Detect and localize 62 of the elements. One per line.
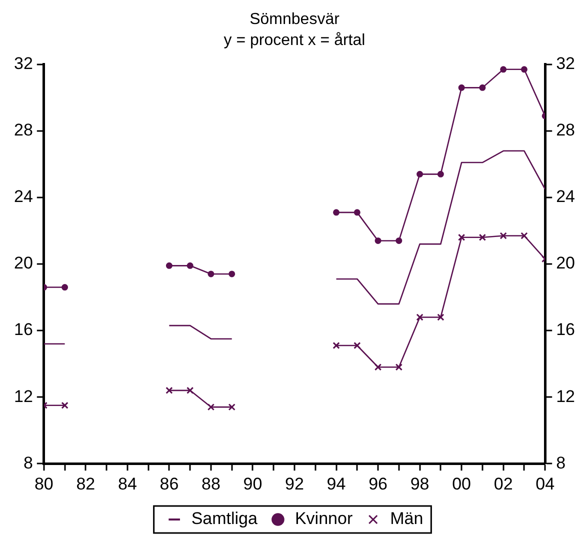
x-tick-label: 86: [160, 474, 179, 494]
point: [478, 234, 486, 241]
legend-label: Samtliga: [191, 509, 258, 528]
point: [228, 403, 236, 411]
x-tick-label: 00: [452, 474, 472, 494]
y-tick-label: 24: [14, 187, 33, 206]
x-tick-label: 82: [76, 474, 96, 494]
y2-tick-label: 16: [556, 320, 576, 340]
point: [354, 209, 360, 216]
y-tick-label: 12: [14, 386, 33, 406]
x-tick-label: 94: [326, 474, 346, 494]
y-tick-label: 32: [14, 54, 33, 74]
x-tick-label: 80: [34, 474, 54, 494]
x-tick-label: 96: [368, 474, 388, 494]
y2-tick-label: 24: [556, 187, 576, 206]
x-tick-label: 88: [202, 474, 220, 494]
point: [61, 402, 68, 409]
point: [186, 262, 194, 269]
legend-label: Män: [390, 509, 424, 528]
point: [208, 270, 214, 278]
point: [395, 364, 402, 371]
y-tick-label: 20: [14, 254, 33, 273]
point: [374, 364, 382, 371]
point: [416, 314, 424, 321]
point: [500, 232, 507, 240]
point: [354, 342, 361, 350]
point: [333, 209, 340, 216]
legend-label: Kvinnor: [294, 509, 353, 528]
y-tick-label: 8: [23, 453, 33, 472]
chart-subtitle: y = procent x = årtal: [224, 32, 366, 50]
y2-tick-label: 32: [556, 54, 576, 74]
x-tick-label: 04: [536, 474, 555, 494]
point: [332, 342, 340, 350]
x-tick-label: 92: [285, 474, 304, 494]
point: [520, 66, 528, 73]
y2-tick-label: 8: [556, 453, 566, 472]
point: [416, 170, 424, 178]
y2-tick-label: 28: [556, 120, 576, 140]
x-tick-label: 84: [118, 474, 137, 494]
point: [207, 403, 215, 411]
y-tick-label: 16: [14, 320, 33, 340]
point: [458, 234, 466, 241]
point: [500, 66, 507, 73]
point: [479, 84, 486, 91]
point: [62, 284, 68, 291]
x-tick-label: 02: [494, 474, 513, 494]
point: [437, 314, 444, 321]
point: [186, 386, 194, 394]
point: [437, 170, 444, 178]
point: [228, 270, 236, 278]
point: [396, 237, 402, 244]
x-tick-label: 98: [410, 474, 430, 494]
x-tick-label: 90: [243, 474, 262, 494]
point: [374, 237, 382, 244]
y2-tick-label: 20: [556, 254, 576, 273]
point: [166, 262, 172, 269]
point: [166, 386, 173, 394]
point: [520, 232, 528, 240]
y-tick-label: 28: [14, 120, 33, 140]
y2-tick-label: 12: [556, 386, 576, 406]
point: [458, 84, 465, 91]
chart-title: Sömnbesvär: [250, 11, 340, 28]
